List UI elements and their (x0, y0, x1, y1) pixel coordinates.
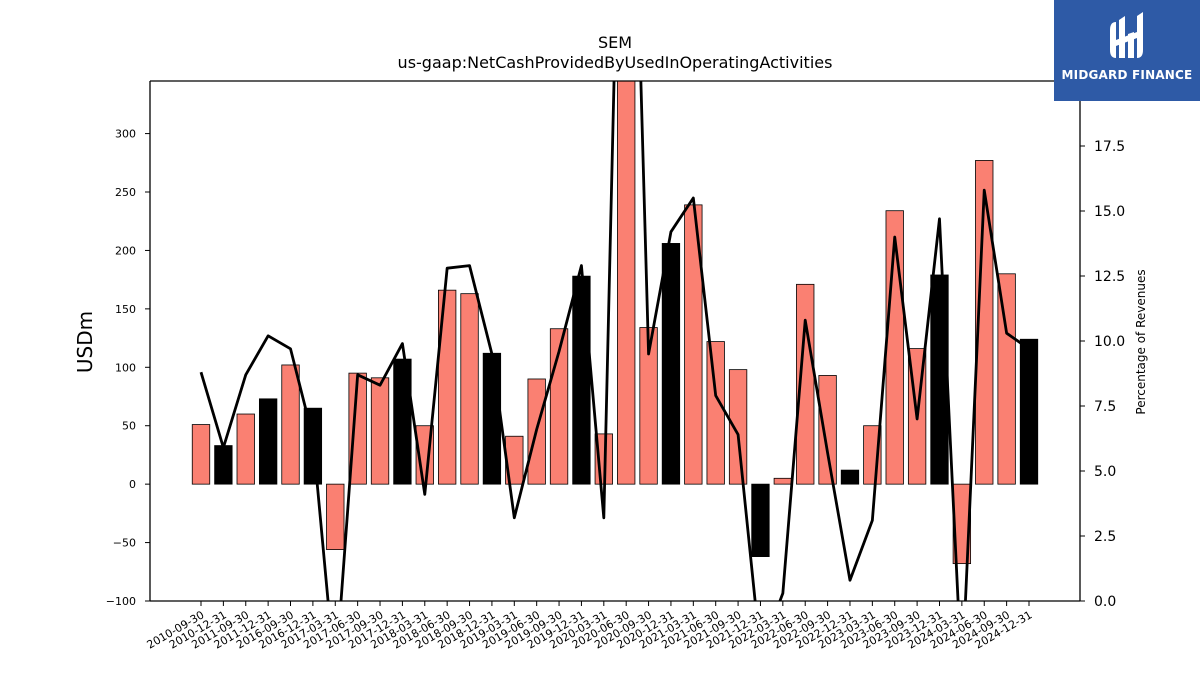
y-tick-label: 250 (115, 186, 136, 199)
bar (393, 358, 412, 485)
y-axis-label: USDm (73, 311, 97, 373)
bar (728, 369, 748, 485)
y-tick-label: 150 (115, 303, 136, 316)
chart-title: SEM (598, 33, 632, 52)
bar (997, 273, 1016, 485)
bar (661, 243, 681, 485)
y2-tick-label: 5.0 (1094, 464, 1116, 480)
midgard-logo-icon (1110, 12, 1143, 58)
bar (796, 283, 815, 485)
y-tick-label: −100 (106, 595, 136, 608)
bar (617, 81, 636, 485)
bar (370, 377, 390, 485)
bar (460, 293, 479, 485)
y2-tick-label: 15.0 (1094, 204, 1125, 220)
bar (482, 352, 502, 485)
y-tick-label: 200 (115, 244, 136, 257)
bar (840, 469, 860, 485)
chart-subtitle: us-gaap:NetCashProvidedByUsedInOperating… (398, 53, 833, 72)
bar (214, 445, 233, 485)
plot-content: −100 −50 0 50 100 150 200 250 300 0.0 2.5 5.0 7.5 10.… (106, 80, 1125, 652)
y-tick-label: −50 (113, 537, 136, 550)
line-series (199, 81, 1030, 601)
bar (773, 477, 792, 485)
y2-tick-label: 17.5 (1094, 139, 1125, 155)
bar (348, 372, 367, 485)
y-tick-label: 300 (115, 128, 136, 141)
bar (572, 275, 591, 485)
brand-logo: MIDGARD FINANCE (1054, 0, 1200, 101)
y-tick-label: 0 (129, 478, 136, 491)
bar (706, 341, 725, 485)
y2-tick-label: 2.5 (1094, 529, 1116, 545)
bar (191, 424, 211, 485)
bar (326, 483, 345, 550)
y2-tick-label: 7.5 (1094, 399, 1116, 415)
y2-axis-label: Percentage of Revenues (1134, 269, 1148, 414)
bar (930, 274, 949, 485)
y2-tick-label: 10.0 (1094, 334, 1125, 350)
y2-tick-label: 0.0 (1094, 594, 1116, 610)
y-tick-label: 100 (115, 361, 136, 374)
bar (281, 364, 300, 485)
bar (751, 483, 770, 557)
bar (975, 160, 994, 485)
bar (818, 375, 837, 485)
y-tick-label: 50 (122, 420, 136, 433)
bar (1019, 338, 1039, 485)
bar (438, 289, 457, 485)
bar (258, 398, 278, 485)
brand-name: MIDGARD FINANCE (1061, 68, 1193, 82)
y2-tick-label: 12.5 (1094, 269, 1125, 285)
bar (236, 413, 255, 485)
